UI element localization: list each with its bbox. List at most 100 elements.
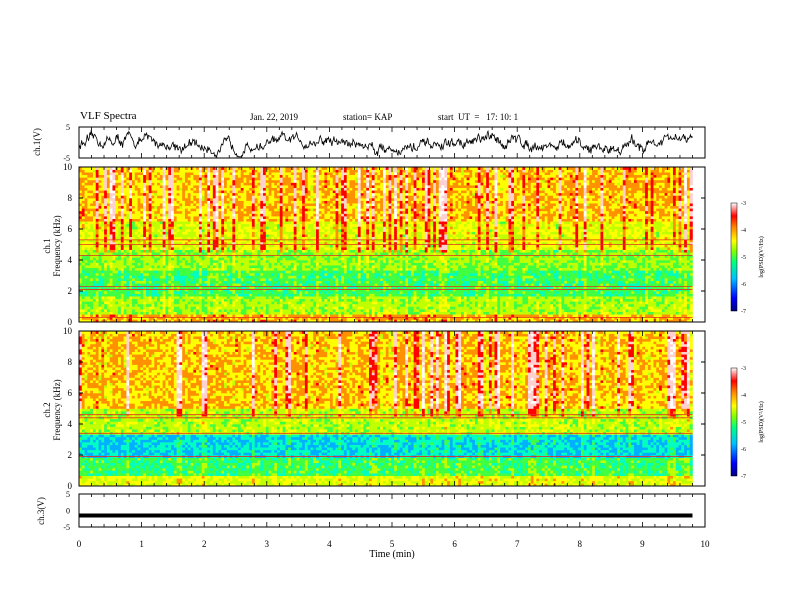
spec-cell (545, 288, 548, 291)
spec-cell (157, 270, 160, 273)
spec-cell (90, 273, 93, 276)
spec-cell (623, 304, 626, 307)
spec-cell (620, 270, 623, 273)
spec-cell (673, 314, 676, 317)
spec-cell (433, 299, 436, 302)
spec-cell (494, 296, 497, 299)
spec-cell (199, 276, 202, 279)
spec-cell (291, 309, 294, 312)
spec-cell (90, 309, 93, 312)
spec-cell (531, 309, 534, 312)
spec-cell (389, 281, 392, 284)
spec-cell (327, 270, 330, 273)
spec-cell (112, 307, 115, 310)
spec-cell (455, 283, 458, 286)
spec-cell (626, 291, 629, 294)
spec-cell (283, 307, 286, 310)
spec-cell (224, 276, 227, 279)
spec-cell (352, 304, 355, 307)
spec-cell (428, 294, 431, 297)
spec-cell (461, 296, 464, 299)
spec-cell (640, 299, 643, 302)
spec-cell (110, 304, 113, 307)
spec-cell (464, 281, 467, 284)
spec-cell (665, 276, 668, 279)
spec-cell (355, 294, 358, 297)
spec-cell (589, 291, 592, 294)
spec-cell (347, 278, 350, 281)
spec-cell (539, 278, 542, 281)
spec-cell (511, 312, 514, 315)
spec-cell (628, 270, 631, 273)
spec-cell (386, 268, 389, 271)
spec-cell (631, 301, 634, 304)
spec-cell (589, 276, 592, 279)
spec-cell (380, 283, 383, 286)
spec-cell (85, 278, 88, 281)
spec-cell (232, 288, 235, 291)
spec-cell (269, 304, 272, 307)
spec-cell (679, 296, 682, 299)
spec-cell (90, 304, 93, 307)
spec-cell (520, 309, 523, 312)
spec-cell (444, 304, 447, 307)
spec-cell (606, 314, 609, 317)
spec-cell (475, 296, 478, 299)
spec-cell (352, 270, 355, 273)
spec-cell (684, 299, 687, 302)
spec-cell (330, 304, 333, 307)
spec-cell (171, 270, 174, 273)
spec-cell (99, 265, 102, 268)
spec-cell (525, 278, 528, 281)
spec-cell (302, 288, 305, 291)
spec-cell (556, 309, 559, 312)
spec-cell (260, 309, 263, 312)
spec-cell (199, 278, 202, 281)
spec-cell (405, 283, 408, 286)
spec-cell (252, 291, 255, 294)
spec-cell (444, 273, 447, 276)
spec-cell (165, 296, 168, 299)
spec-cell (204, 288, 207, 291)
spec-cell (260, 283, 263, 286)
spec-cell (149, 278, 152, 281)
spec-cell (679, 314, 682, 317)
spec-cell (578, 304, 581, 307)
spec-cell (126, 296, 129, 299)
spec-cell (578, 276, 581, 279)
spec-cell (260, 270, 263, 273)
spec-cell (673, 291, 676, 294)
spec-cell (617, 299, 620, 302)
spec-cell (361, 276, 364, 279)
spec-cell (600, 283, 603, 286)
spec-cell (617, 265, 620, 268)
spec-cell (299, 273, 302, 276)
spec-cell (461, 268, 464, 271)
spec-cell (216, 283, 219, 286)
spec-cell (425, 276, 428, 279)
spec-cell (528, 312, 531, 315)
spec-cell (472, 307, 475, 310)
spec-cell (369, 268, 372, 271)
spec-cell (129, 276, 132, 279)
spec-cell (288, 276, 291, 279)
spec-cell (241, 296, 244, 299)
spec-cell (336, 291, 339, 294)
spec-cell (511, 291, 514, 294)
spec-cell (322, 312, 325, 315)
spec-cell (620, 296, 623, 299)
spec-cell (319, 301, 322, 304)
spec-cell (430, 278, 433, 281)
spec-cell (227, 301, 230, 304)
spec-cell (623, 283, 626, 286)
spec-cell (665, 283, 668, 286)
spec-cell (107, 309, 110, 312)
spec-cell (687, 296, 690, 299)
spec-cell (469, 288, 472, 291)
spec-cell (394, 294, 397, 297)
spec-cell (285, 273, 288, 276)
spec-cell (363, 294, 366, 297)
spec-cell (249, 281, 252, 284)
spec-cell (508, 268, 511, 271)
spec-cell (135, 288, 138, 291)
